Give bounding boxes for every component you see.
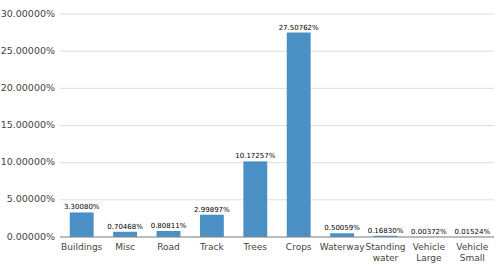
bar — [70, 212, 94, 237]
y-tick-label: 15.00000% — [1, 119, 55, 130]
bar — [200, 215, 224, 237]
x-tick-label: Crops — [286, 242, 312, 252]
bar — [113, 232, 137, 237]
x-tick-label: Standingwater — [365, 242, 405, 263]
y-tick-label: 5.00000% — [7, 193, 55, 204]
y-tick-label: 10.00000% — [1, 156, 55, 167]
bar — [157, 231, 181, 237]
data-label: 0.80811% — [151, 222, 187, 230]
grid-line — [60, 51, 494, 52]
data-label: 10.17257% — [235, 152, 275, 160]
data-label: 0.01524% — [454, 228, 490, 236]
bar — [243, 161, 267, 237]
data-label: 27.50762% — [279, 24, 319, 32]
grid-line — [60, 237, 494, 238]
data-label: 0.50059% — [324, 224, 360, 232]
x-tick-label: Track — [199, 242, 224, 252]
y-grid — [60, 14, 494, 237]
x-axis-line — [60, 237, 494, 238]
data-label: 2.99897% — [194, 206, 230, 214]
x-tick-label: Trees — [243, 242, 268, 252]
data-label: 0.16830% — [368, 227, 404, 235]
x-tick-label: VehicleLarge — [413, 242, 446, 263]
data-label: 0.70468% — [107, 223, 143, 231]
bar — [287, 33, 311, 237]
x-tick-label: Road — [157, 242, 180, 252]
grid-line — [60, 199, 494, 200]
y-tick-label: 25.00000% — [1, 45, 55, 56]
y-tick-label: 20.00000% — [1, 82, 55, 93]
grid-line — [60, 14, 494, 15]
grid-line — [60, 162, 494, 163]
grid-line — [60, 125, 494, 126]
x-tick-label: Waterway — [320, 242, 365, 252]
bar — [330, 233, 354, 237]
y-tick-label: 0.00000% — [7, 231, 55, 242]
x-tick-label: Misc — [115, 242, 135, 252]
x-tick-label: Buildings — [61, 242, 103, 252]
y-tick-label: 30.00000% — [1, 8, 55, 19]
chart: 0.00000% 5.00000% 10.00000% 15.00000% 20.000… — [0, 0, 500, 275]
data-label: 3.30080% — [64, 203, 100, 211]
bars — [70, 33, 484, 237]
x-tick-label: VehicleSmall — [456, 242, 489, 263]
data-label: 0.00372% — [411, 228, 447, 236]
grid-line — [60, 88, 494, 89]
